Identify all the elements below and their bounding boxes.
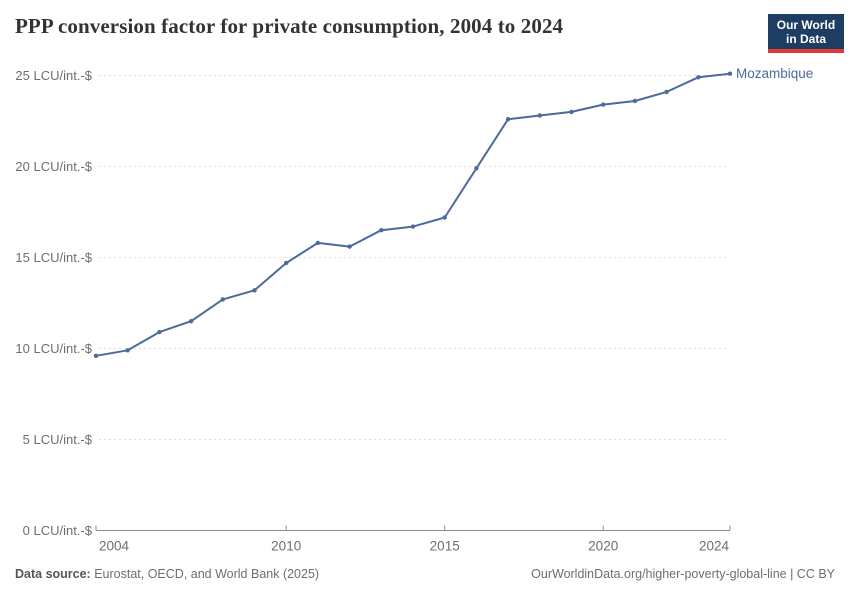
x-axis-tick-label: 2015 [430,539,460,554]
data-point[interactable] [537,113,542,118]
data-point[interactable] [696,75,701,80]
data-point[interactable] [315,240,321,246]
data-point[interactable] [664,89,669,95]
chart-title: PPP conversion factor for private consum… [15,14,564,38]
data-point[interactable] [442,215,447,220]
data-point[interactable] [410,224,416,229]
owid-logo-red-strip [768,49,844,53]
data-point[interactable] [379,228,384,233]
series-label[interactable]: Mozambique [736,66,813,81]
data-point[interactable] [505,117,511,122]
owid-logo: Our World in Data [768,14,844,53]
data-source-text: Eurostat, OECD, and World Bank (2025) [90,567,320,581]
data-point[interactable] [93,353,99,358]
data-point[interactable] [347,244,352,249]
citation-link[interactable]: OurWorldinData.org/higher-poverty-global… [531,567,835,581]
data-point[interactable] [188,319,194,324]
data-point[interactable] [632,98,638,104]
data-point[interactable] [125,348,130,353]
x-axis-tick-label: 2024 [699,539,730,554]
line-chart-canvas[interactable]: 0 LCU/int.-$ 5 LCU/int.-$ 10 LCU/int.-$ 15 … [0,56,850,556]
series-line[interactable] [95,72,731,357]
y-axis-tick-label: 15 LCU/int.-$ [15,250,92,265]
data-source-label: Data source: [15,567,91,581]
x-axis-tick-label: 2010 [271,539,301,554]
data-source-note: Data source: Eurostat, OECD, and World B… [15,567,319,581]
data-point[interactable] [252,288,257,293]
x-axis-tick-label: 2004 [99,539,130,554]
y-axis-tick-label: 10 LCU/int.-$ [15,341,92,356]
data-point[interactable] [569,109,574,115]
data-point[interactable] [727,71,733,76]
data-point[interactable] [157,329,162,335]
y-axis-tick-label: 20 LCU/int.-$ [15,159,92,174]
x-axis-tick-label: 2020 [588,539,618,554]
data-point[interactable] [220,297,225,302]
owid-logo-text: Our World in Data [768,14,844,49]
chart-footer: Data source: Eurostat, OECD, and World B… [15,567,835,581]
y-axis-tick-label: 5 LCU/int.-$ [23,432,93,447]
data-point[interactable] [601,102,606,107]
data-point[interactable] [474,166,479,171]
y-axis-tick-label: 25 LCU/int.-$ [15,68,92,83]
data-point[interactable] [284,260,289,266]
y-axis-tick-label: 0 LCU/int.-$ [23,523,93,538]
